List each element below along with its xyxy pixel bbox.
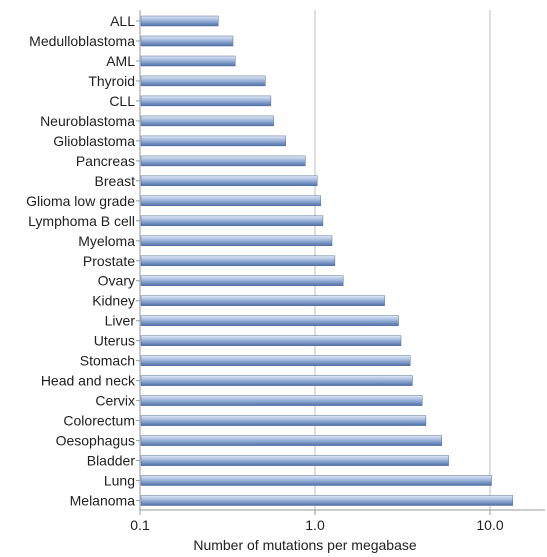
bar-melanoma (140, 495, 514, 506)
bar-stomach (140, 355, 411, 366)
bar-uterus (140, 335, 402, 346)
category-label: Lymphoma B cell (28, 213, 135, 229)
category-label: Lung (104, 473, 135, 489)
bar-cervix (140, 395, 423, 406)
category-label: Pancreas (76, 153, 135, 169)
category-label: AML (106, 53, 135, 69)
category-label: Head and neck (41, 373, 136, 389)
category-label: Cervix (95, 393, 135, 409)
category-label: Uterus (94, 333, 135, 349)
category-label: Stomach (80, 353, 135, 369)
bar-glioma-low-grade (140, 195, 322, 207)
bar-aml (140, 55, 236, 67)
category-label: Ovary (98, 273, 135, 289)
category-label: Glioblastoma (53, 133, 135, 149)
bar-breast (140, 175, 318, 187)
bar-pancreas (140, 155, 306, 167)
category-label: Melanoma (70, 493, 136, 509)
category-labels: ALL Medulloblastoma AML Thyroid CLL Neuroblas… (26, 13, 136, 509)
bars (140, 15, 514, 506)
x-tick-label: 0.1 (130, 517, 150, 533)
x-axis-title: Number of mutations per megabase (193, 537, 417, 553)
category-label: Neuroblastoma (40, 113, 135, 129)
bar-cll (140, 95, 272, 107)
bar-head-and-neck (140, 375, 413, 386)
bar-all (140, 15, 219, 27)
category-label: Myeloma (78, 233, 135, 249)
category-label: Medulloblastoma (29, 33, 135, 49)
category-label: Colorectum (63, 413, 135, 429)
bar-liver (140, 315, 399, 326)
bar-prostate (140, 255, 336, 267)
category-label: Kidney (92, 293, 135, 309)
bar-oesophagus (140, 435, 442, 446)
bar-myeloma (140, 235, 333, 247)
category-label: Liver (105, 313, 136, 329)
bar-neuroblastoma (140, 115, 274, 127)
category-label: Oesophagus (56, 433, 135, 449)
bar-kidney (140, 295, 385, 306)
bar-bladder (140, 455, 449, 466)
category-label: Glioma low grade (26, 193, 135, 209)
category-label: Bladder (87, 453, 136, 469)
category-label: Breast (95, 173, 136, 189)
gridlines (314, 10, 491, 510)
bar-medulloblastoma (140, 35, 234, 47)
category-label: Thyroid (88, 73, 135, 89)
tick-labels: 0.1 1.0 10.0 (130, 517, 504, 533)
category-label: ALL (110, 13, 135, 29)
bar-glioblastoma (140, 135, 286, 147)
x-tick-label: 10.0 (476, 517, 503, 533)
x-tick-label: 1.0 (305, 517, 325, 533)
bar-lymphoma-b-cell (140, 215, 324, 227)
axes (136, 10, 545, 515)
bar-lung (140, 475, 492, 486)
category-label: CLL (109, 93, 135, 109)
bar-ovary (140, 275, 344, 286)
bar-thyroid (140, 75, 266, 87)
category-label: Prostate (83, 253, 135, 269)
bar-colorectum (140, 415, 427, 426)
